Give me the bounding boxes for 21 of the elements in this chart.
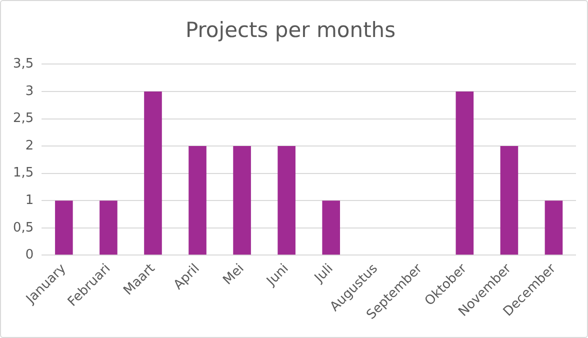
y-tick-label: 1	[25, 192, 34, 208]
bar	[500, 146, 518, 255]
y-tick-label: 0,5	[12, 220, 34, 236]
bar	[55, 200, 73, 255]
bar	[233, 146, 251, 255]
y-tick-label: 2	[25, 138, 34, 154]
bar	[188, 146, 206, 255]
bar	[278, 146, 296, 255]
bar	[144, 91, 162, 255]
bar	[322, 200, 340, 255]
y-tick-label: 3	[25, 84, 34, 99]
y-tick-label: 1,5	[12, 166, 34, 181]
bar	[456, 91, 474, 255]
y-tick-label: 0	[25, 248, 34, 263]
bar	[544, 200, 563, 255]
chart-title: Projects per months	[185, 18, 396, 42]
x-tick-label: Mei	[220, 261, 248, 288]
y-tick-label: 3,5	[12, 56, 34, 72]
x-tick-label: Juli	[311, 261, 336, 286]
y-tick-label: 2,5	[12, 111, 34, 126]
bar	[100, 200, 118, 255]
